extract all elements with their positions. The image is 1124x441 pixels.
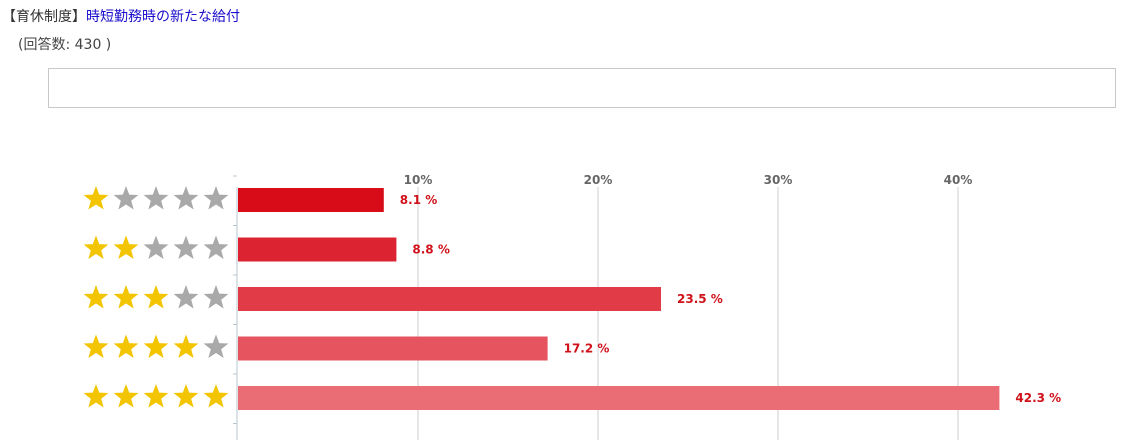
bar-value-label: 8.8 % [412, 243, 449, 257]
x-tick-label: 20% [584, 173, 613, 187]
star-filled-icon [83, 285, 109, 309]
empty-panel [48, 68, 1116, 108]
bar [238, 188, 384, 212]
star-empty-icon [203, 235, 229, 260]
star-filled-icon [83, 384, 109, 408]
star-filled-icon [83, 334, 109, 359]
star-filled-icon [203, 384, 229, 408]
x-tick-label: 40% [944, 173, 973, 187]
star-filled-icon [113, 285, 139, 309]
star-filled-icon [143, 285, 169, 309]
bar [238, 287, 661, 311]
question-heading: 【育休制度】時短勤務時の新たな給付 [2, 6, 240, 26]
star-filled-icon [173, 384, 199, 408]
question-title-link[interactable]: 時短勤務時の新たな給付 [86, 9, 240, 25]
star-empty-icon [173, 285, 199, 309]
star-filled-icon [113, 334, 139, 359]
star-empty-icon [143, 235, 169, 260]
star-filled-icon [113, 235, 139, 260]
star-empty-icon [173, 235, 199, 260]
star-empty-icon [203, 334, 229, 359]
response-count: (回答数: 430 ) [18, 37, 112, 53]
star-filled-icon [83, 186, 109, 210]
star-empty-icon [203, 186, 229, 210]
bar [238, 336, 548, 361]
star-empty-icon [203, 285, 229, 309]
bar-value-label: 8.1 % [400, 193, 437, 207]
star-filled-icon [143, 334, 169, 359]
rating-bar-chart: 10% 20% 30% 40% 8.1 % 8.8 % 23.5 % 17.2 % 42.3 % [83, 173, 1061, 440]
star-filled-icon [113, 384, 139, 408]
star-empty-icon [113, 186, 139, 210]
question-category: 【育休制度】 [2, 9, 86, 25]
star-filled-icon [83, 235, 109, 260]
x-tick-label: 10% [404, 173, 433, 187]
bar-value-label: 23.5 % [677, 292, 723, 306]
x-tick-label: 30% [764, 173, 793, 187]
star-empty-icon [143, 186, 169, 210]
bar-value-label: 17.2 % [564, 342, 610, 356]
bar [238, 386, 1000, 410]
bar-value-label: 42.3 % [1015, 391, 1061, 405]
star-empty-icon [173, 186, 199, 210]
star-filled-icon [173, 334, 199, 359]
bar [238, 237, 397, 262]
star-filled-icon [143, 384, 169, 408]
